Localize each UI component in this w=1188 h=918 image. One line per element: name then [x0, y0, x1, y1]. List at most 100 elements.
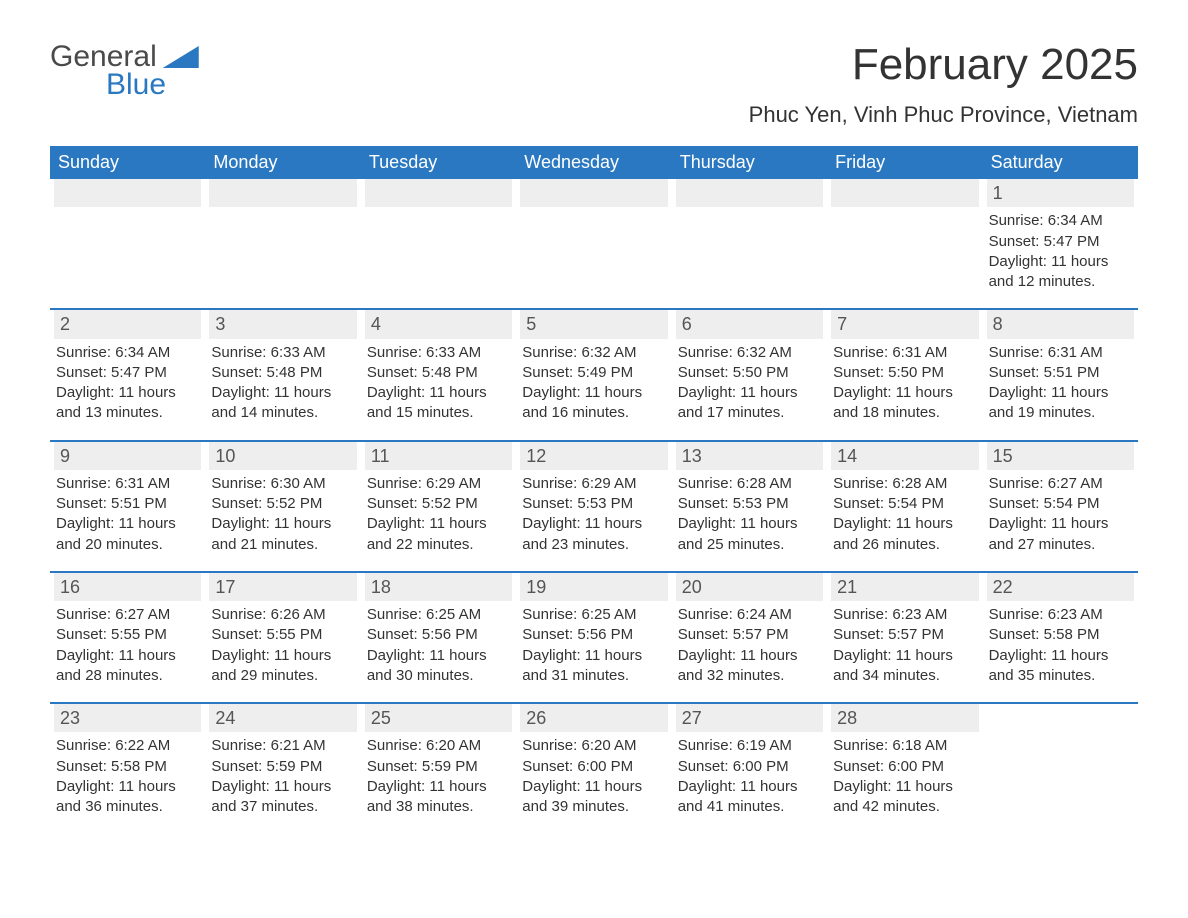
- daylight-line: Daylight: 11 hours and 34 minutes.: [833, 646, 976, 687]
- sunrise-line: Sunrise: 6:28 AM: [678, 474, 821, 494]
- daylight-line: Daylight: 11 hours and 28 minutes.: [56, 646, 199, 687]
- day-detail: Sunrise: 6:19 AMSunset: 6:00 PMDaylight:…: [676, 736, 823, 817]
- day-cell: [205, 179, 360, 300]
- sunrise-line: Sunrise: 6:32 AM: [522, 343, 665, 363]
- day-number: 1: [987, 179, 1134, 207]
- day-cell: 2Sunrise: 6:34 AMSunset: 5:47 PMDaylight…: [50, 310, 205, 431]
- sunrise-line: Sunrise: 6:20 AM: [367, 736, 510, 756]
- sunset-line: Sunset: 5:48 PM: [211, 363, 354, 383]
- day-cell: 22Sunrise: 6:23 AMSunset: 5:58 PMDayligh…: [983, 573, 1138, 694]
- day-cell: 19Sunrise: 6:25 AMSunset: 5:56 PMDayligh…: [516, 573, 671, 694]
- daylight-line: Daylight: 11 hours and 42 minutes.: [833, 777, 976, 818]
- day-number: 18: [365, 573, 512, 601]
- week-row: 1Sunrise: 6:34 AMSunset: 5:47 PMDaylight…: [50, 179, 1138, 300]
- sunset-line: Sunset: 5:55 PM: [211, 625, 354, 645]
- sunset-line: Sunset: 5:48 PM: [367, 363, 510, 383]
- empty-day-bar: [831, 179, 978, 207]
- day-cell: 5 Sunrise: 6:32 AMSunset: 5:49 PMDaylight…: [516, 310, 671, 431]
- sunset-line: Sunset: 5:54 PM: [833, 494, 976, 514]
- sunrise-line: Sunrise: 6:33 AM: [367, 343, 510, 363]
- sunrise-line: Sunrise: 6:27 AM: [989, 474, 1132, 494]
- sunrise-line: Sunrise: 6:29 AM: [522, 474, 665, 494]
- sunset-line: Sunset: 6:00 PM: [833, 757, 976, 777]
- day-number: 23: [54, 704, 201, 732]
- week-row: 16Sunrise: 6:27 AMSunset: 5:55 PMDayligh…: [50, 571, 1138, 694]
- daylight-line: Daylight: 11 hours and 30 minutes.: [367, 646, 510, 687]
- day-cell: 13Sunrise: 6:28 AMSunset: 5:53 PMDayligh…: [672, 442, 827, 563]
- day-number: 20: [676, 573, 823, 601]
- daylight-line: Daylight: 11 hours and 31 minutes.: [522, 646, 665, 687]
- day-number: 5: [520, 310, 667, 338]
- day-number: 2: [54, 310, 201, 338]
- day-cell: 4 Sunrise: 6:33 AMSunset: 5:48 PMDaylight…: [361, 310, 516, 431]
- day-detail: Sunrise: 6:31 AMSunset: 5:51 PMDaylight:…: [987, 343, 1134, 424]
- sunset-line: Sunset: 5:49 PM: [522, 363, 665, 383]
- day-detail: Sunrise: 6:32 AMSunset: 5:50 PMDaylight:…: [676, 343, 823, 424]
- daylight-line: Daylight: 11 hours and 22 minutes.: [367, 514, 510, 555]
- weekday-label: Wednesday: [516, 146, 671, 179]
- sunset-line: Sunset: 5:53 PM: [678, 494, 821, 514]
- header: General Blue February 2025 Phuc Yen, Vin…: [50, 40, 1138, 140]
- day-detail: Sunrise: 6:27 AMSunset: 5:54 PMDaylight:…: [987, 474, 1134, 555]
- day-detail: Sunrise: 6:20 AMSunset: 6:00 PMDaylight:…: [520, 736, 667, 817]
- sunrise-line: Sunrise: 6:25 AM: [367, 605, 510, 625]
- day-number: 21: [831, 573, 978, 601]
- daylight-line: Daylight: 11 hours and 41 minutes.: [678, 777, 821, 818]
- day-detail: Sunrise: 6:27 AMSunset: 5:55 PMDaylight:…: [54, 605, 201, 686]
- sunrise-line: Sunrise: 6:34 AM: [989, 211, 1132, 231]
- day-detail: Sunrise: 6:20 AMSunset: 5:59 PMDaylight:…: [365, 736, 512, 817]
- daylight-line: Daylight: 11 hours and 32 minutes.: [678, 646, 821, 687]
- sunrise-line: Sunrise: 6:34 AM: [56, 343, 199, 363]
- day-detail: Sunrise: 6:24 AMSunset: 5:57 PMDaylight:…: [676, 605, 823, 686]
- daylight-line: Daylight: 11 hours and 16 minutes.: [522, 383, 665, 424]
- sunrise-line: Sunrise: 6:18 AM: [833, 736, 976, 756]
- day-detail: Sunrise: 6:30 AMSunset: 5:52 PMDaylight:…: [209, 474, 356, 555]
- day-detail: Sunrise: 6:29 AMSunset: 5:53 PMDaylight:…: [520, 474, 667, 555]
- week-row: 23Sunrise: 6:22 AMSunset: 5:58 PMDayligh…: [50, 702, 1138, 825]
- empty-day-bar: [209, 179, 356, 207]
- daylight-line: Daylight: 11 hours and 23 minutes.: [522, 514, 665, 555]
- day-number: 6: [676, 310, 823, 338]
- sunrise-line: Sunrise: 6:23 AM: [989, 605, 1132, 625]
- empty-day-bar: [365, 179, 512, 207]
- day-detail: Sunrise: 6:25 AMSunset: 5:56 PMDaylight:…: [365, 605, 512, 686]
- daylight-line: Daylight: 11 hours and 13 minutes.: [56, 383, 199, 424]
- day-cell: [983, 704, 1138, 825]
- sunset-line: Sunset: 5:59 PM: [211, 757, 354, 777]
- daylight-line: Daylight: 11 hours and 20 minutes.: [56, 514, 199, 555]
- day-cell: 8Sunrise: 6:31 AMSunset: 5:51 PMDaylight…: [983, 310, 1138, 431]
- day-detail: Sunrise: 6:23 AMSunset: 5:57 PMDaylight:…: [831, 605, 978, 686]
- daylight-line: Daylight: 11 hours and 18 minutes.: [833, 383, 976, 424]
- day-detail: Sunrise: 6:32 AMSunset: 5:49 PMDaylight:…: [520, 343, 667, 424]
- weekday-label: Thursday: [672, 146, 827, 179]
- day-number: 14: [831, 442, 978, 470]
- day-cell: 10Sunrise: 6:30 AMSunset: 5:52 PMDayligh…: [205, 442, 360, 563]
- weekday-label: Tuesday: [361, 146, 516, 179]
- logo: General Blue: [50, 40, 199, 102]
- day-detail: Sunrise: 6:33 AMSunset: 5:48 PMDaylight:…: [365, 343, 512, 424]
- title-block: February 2025 Phuc Yen, Vinh Phuc Provin…: [749, 40, 1138, 140]
- day-number: 26: [520, 704, 667, 732]
- day-cell: 1Sunrise: 6:34 AMSunset: 5:47 PMDaylight…: [983, 179, 1138, 300]
- day-detail: Sunrise: 6:18 AMSunset: 6:00 PMDaylight:…: [831, 736, 978, 817]
- empty-day-bar: [520, 179, 667, 207]
- sunrise-line: Sunrise: 6:21 AM: [211, 736, 354, 756]
- daylight-line: Daylight: 11 hours and 25 minutes.: [678, 514, 821, 555]
- sunrise-line: Sunrise: 6:24 AM: [678, 605, 821, 625]
- calendar: SundayMondayTuesdayWednesdayThursdayFrid…: [50, 146, 1138, 825]
- sunset-line: Sunset: 5:53 PM: [522, 494, 665, 514]
- daylight-line: Daylight: 11 hours and 35 minutes.: [989, 646, 1132, 687]
- day-number: 4: [365, 310, 512, 338]
- sunrise-line: Sunrise: 6:33 AM: [211, 343, 354, 363]
- day-cell: 18 Sunrise: 6:25 AMSunset: 5:56 PMDayligh…: [361, 573, 516, 694]
- day-cell: 28Sunrise: 6:18 AMSunset: 6:00 PMDayligh…: [827, 704, 982, 825]
- month-title: February 2025: [749, 40, 1138, 90]
- day-cell: 12Sunrise: 6:29 AMSunset: 5:53 PMDayligh…: [516, 442, 671, 563]
- sunset-line: Sunset: 5:57 PM: [678, 625, 821, 645]
- daylight-line: Daylight: 11 hours and 15 minutes.: [367, 383, 510, 424]
- weekday-header-row: SundayMondayTuesdayWednesdayThursdayFrid…: [50, 146, 1138, 179]
- day-number: 25: [365, 704, 512, 732]
- day-detail: Sunrise: 6:33 AMSunset: 5:48 PMDaylight:…: [209, 343, 356, 424]
- sunset-line: Sunset: 5:58 PM: [989, 625, 1132, 645]
- daylight-line: Daylight: 11 hours and 17 minutes.: [678, 383, 821, 424]
